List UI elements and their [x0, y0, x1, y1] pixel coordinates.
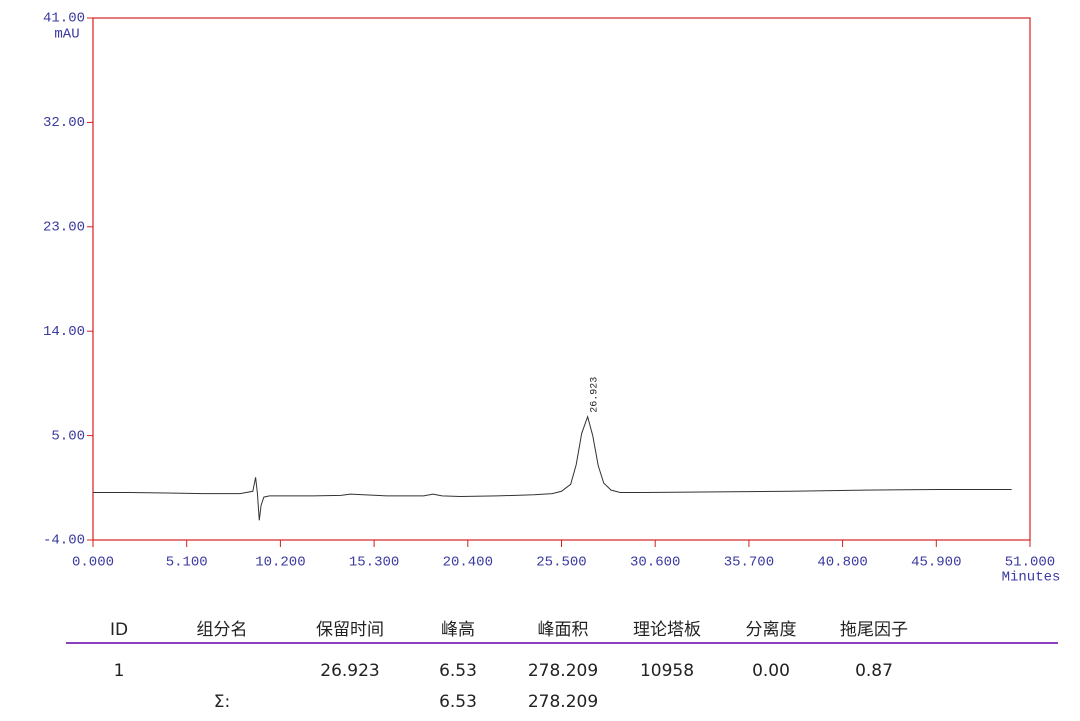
table-cell: 26.923	[320, 661, 379, 681]
y-axis-label: mAU	[54, 27, 79, 43]
table-header: ID	[110, 620, 128, 640]
table-header: 拖尾因子	[840, 620, 908, 640]
y-tick-label: 23.00	[43, 220, 85, 236]
table-header: 分离度	[746, 620, 797, 640]
x-axis-label: Minutes	[1002, 570, 1061, 586]
x-tick-label: 5.100	[166, 555, 208, 571]
y-tick-label: 32.00	[43, 115, 85, 131]
total-cell: 278.209	[528, 692, 598, 712]
plot-frame	[92, 17, 1031, 541]
y-tick-label: 14.00	[43, 324, 85, 340]
y-tick-label: 5.00	[51, 428, 85, 444]
x-tick-label: 20.400	[443, 555, 493, 571]
total-cell: Σ:	[214, 692, 230, 712]
y-tick-label: -4.00	[43, 533, 85, 549]
table-header: 组分名	[197, 620, 248, 640]
x-tick-label: 0.000	[72, 555, 114, 571]
x-tick-label: 40.800	[817, 555, 867, 571]
trace	[93, 415, 1012, 521]
table-cell: 1	[114, 661, 125, 681]
y-tick-label: 41.00	[43, 11, 85, 27]
results-table: ID 组分名 保留时间 峰高 峰面积 理论塔板 分离度 拖尾因子 1 26.923 6.53 278.…	[66, 620, 1058, 712]
x-tick-label: 51.000	[1005, 555, 1055, 571]
table-header: 峰高	[441, 620, 475, 640]
x-tick-label: 35.700	[724, 555, 774, 571]
x-tick-label: 25.500	[536, 555, 586, 571]
peak-label: 26.923	[589, 377, 600, 413]
x-tick-label: 30.600	[630, 555, 680, 571]
table-header: 峰面积	[538, 620, 589, 640]
table-cell: 6.53	[439, 661, 477, 681]
table-cell: 10958	[640, 661, 694, 681]
table-cell: 0.00	[752, 661, 790, 681]
table-cell: 278.209	[528, 661, 598, 681]
x-tick-label: 10.200	[255, 555, 305, 571]
x-tick-label: 45.900	[911, 555, 961, 571]
table-header: 理论塔板	[633, 620, 701, 640]
x-tick-label: 15.300	[349, 555, 399, 571]
table-header: 保留时间	[316, 620, 384, 640]
table-cell: 0.87	[855, 661, 893, 681]
total-cell: 6.53	[439, 692, 477, 712]
